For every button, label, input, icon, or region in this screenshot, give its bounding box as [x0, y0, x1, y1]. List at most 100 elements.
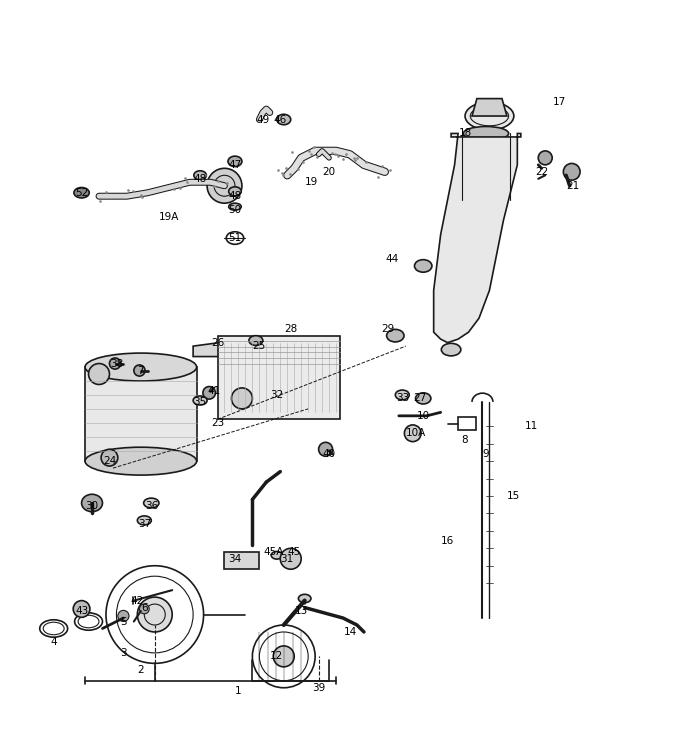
- Point: [332, 150, 344, 162]
- Text: 46: 46: [274, 114, 287, 124]
- Text: 26: 26: [211, 337, 224, 348]
- Ellipse shape: [271, 551, 282, 559]
- Text: 14: 14: [344, 627, 356, 637]
- Ellipse shape: [276, 114, 290, 125]
- Point: [136, 191, 148, 203]
- Text: 32: 32: [270, 390, 284, 400]
- Text: 36: 36: [145, 501, 158, 512]
- Ellipse shape: [194, 171, 206, 180]
- Point: [212, 175, 223, 187]
- Text: 10A: 10A: [406, 429, 426, 438]
- Text: 45: 45: [288, 547, 301, 557]
- Text: 13: 13: [295, 606, 308, 616]
- Text: 48: 48: [228, 191, 242, 201]
- Ellipse shape: [386, 329, 404, 342]
- Point: [136, 189, 147, 201]
- Text: 43: 43: [75, 606, 88, 616]
- Text: 44: 44: [385, 254, 398, 264]
- Text: 52: 52: [75, 188, 88, 197]
- Point: [100, 186, 111, 198]
- Ellipse shape: [465, 102, 514, 130]
- Ellipse shape: [284, 551, 297, 560]
- Text: 25: 25: [253, 341, 266, 351]
- Circle shape: [109, 358, 120, 369]
- Text: 9: 9: [482, 450, 489, 459]
- Text: 16: 16: [441, 536, 454, 546]
- Text: 29: 29: [382, 324, 395, 334]
- Text: 19: 19: [305, 177, 318, 187]
- Text: 39: 39: [312, 683, 326, 693]
- Ellipse shape: [229, 203, 241, 210]
- Circle shape: [538, 151, 552, 165]
- Point: [326, 147, 337, 159]
- Text: 30: 30: [85, 501, 99, 512]
- Ellipse shape: [85, 353, 197, 381]
- Text: 48: 48: [193, 174, 206, 184]
- Ellipse shape: [441, 343, 461, 356]
- Ellipse shape: [249, 336, 262, 346]
- Text: 28: 28: [284, 324, 298, 334]
- Text: 15: 15: [508, 491, 521, 501]
- Polygon shape: [472, 99, 507, 116]
- Text: 10: 10: [416, 411, 430, 421]
- Point: [298, 156, 309, 168]
- Circle shape: [280, 548, 301, 569]
- Ellipse shape: [298, 595, 311, 603]
- Point: [281, 162, 292, 174]
- Text: 47: 47: [228, 160, 242, 170]
- Point: [372, 171, 384, 183]
- Point: [349, 154, 360, 166]
- Text: 38: 38: [110, 358, 123, 369]
- Circle shape: [232, 388, 253, 409]
- Circle shape: [273, 646, 294, 666]
- Point: [272, 164, 283, 176]
- Text: 22: 22: [535, 167, 548, 177]
- Circle shape: [318, 442, 332, 456]
- Text: 51: 51: [228, 233, 242, 243]
- Text: 34: 34: [228, 554, 242, 564]
- Point: [276, 167, 288, 179]
- Text: 1: 1: [235, 686, 241, 696]
- Text: 2: 2: [137, 665, 144, 675]
- Ellipse shape: [144, 498, 159, 508]
- Point: [94, 194, 105, 206]
- Ellipse shape: [395, 390, 409, 399]
- Ellipse shape: [137, 516, 151, 525]
- Point: [340, 148, 351, 160]
- Text: 24: 24: [103, 456, 116, 466]
- Circle shape: [207, 168, 242, 203]
- Point: [286, 146, 297, 158]
- Point: [337, 153, 349, 165]
- Polygon shape: [218, 336, 340, 420]
- Circle shape: [203, 387, 216, 399]
- Text: 45A: 45A: [263, 547, 284, 557]
- Polygon shape: [434, 133, 521, 343]
- Point: [122, 184, 134, 196]
- Ellipse shape: [414, 260, 432, 272]
- Point: [181, 176, 193, 188]
- Text: 20: 20: [323, 167, 335, 177]
- Ellipse shape: [82, 494, 102, 512]
- Ellipse shape: [193, 396, 207, 405]
- Circle shape: [405, 425, 421, 441]
- Text: 19A: 19A: [158, 212, 179, 222]
- Polygon shape: [193, 339, 253, 357]
- Circle shape: [74, 601, 90, 617]
- Point: [127, 185, 139, 197]
- Circle shape: [564, 164, 580, 180]
- Text: 50: 50: [228, 205, 242, 215]
- Point: [309, 141, 320, 153]
- Point: [169, 183, 180, 195]
- Text: 33: 33: [395, 393, 409, 403]
- Text: 4: 4: [50, 637, 57, 648]
- Point: [305, 147, 316, 159]
- Text: 12: 12: [270, 652, 284, 661]
- Point: [377, 159, 388, 171]
- Ellipse shape: [229, 187, 241, 196]
- Text: 49: 49: [256, 114, 270, 124]
- Circle shape: [101, 450, 118, 466]
- Point: [384, 165, 395, 177]
- Circle shape: [88, 364, 109, 384]
- Polygon shape: [85, 367, 197, 462]
- Text: 8: 8: [462, 435, 468, 445]
